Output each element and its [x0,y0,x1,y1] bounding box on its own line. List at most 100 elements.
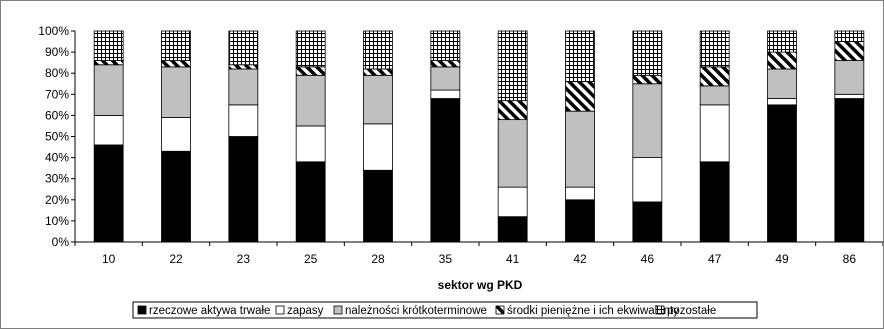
legend-swatch [495,305,505,315]
bar-segment-23-5 [228,30,259,66]
bar-segment-28-2 [363,123,393,171]
y-tick-label: 30% [45,172,69,186]
bar-segment-49-1 [767,104,797,243]
bar-segment-23-2 [228,104,259,137]
bar-segment-22-1 [161,150,191,243]
legend-label: należności krótkoterminowe [345,305,487,317]
bar-segment-22-2 [161,117,191,152]
x-tick-label: 22 [169,252,183,266]
y-tick-label: 80% [45,66,69,80]
bar-segment-41-3 [497,119,528,188]
bar-segment-10-2 [93,115,124,146]
bar-segment-10-1 [93,144,124,243]
bar-segment-49-2 [767,98,797,106]
bar-segment-46-5 [632,30,663,76]
ticks-group: 0% 10% 20% 30% 40% 50% 60% 70% 80% 90% 100% 10 22 23 2… [38,24,856,266]
bar-segment-10-3 [93,64,124,116]
y-tick-label: 0% [52,235,70,249]
bar-segment-42-2 [565,186,595,201]
y-tick-label: 20% [45,193,69,207]
y-tick-label: 40% [45,151,69,165]
x-tick-label: 86 [843,252,857,266]
y-tick-label: 90% [45,45,69,59]
bar-segment-42-1 [565,199,595,243]
y-tick-label: 70% [45,87,69,101]
x-tick-label: 47 [708,252,722,266]
bar-segment-35-3 [430,66,461,91]
bar-segment-47-4 [699,66,730,87]
bar-segment-86-4 [834,41,865,61]
legend-label: zapasy [287,305,324,317]
bar-segment-46-1 [632,201,663,243]
bar-segment-28-4 [363,68,393,76]
bar-segment-46-2 [632,157,663,203]
x-tick-label: 41 [506,252,520,266]
bar-segment-86-5 [834,30,865,42]
x-tick-label: 10 [102,252,116,266]
bar-segment-41-5 [497,30,528,102]
legend-swatch [333,305,343,315]
bar-segment-35-4 [430,60,461,68]
bar-segment-10-5 [93,30,124,61]
legend-box [132,301,758,319]
bar-segment-23-3 [228,68,259,106]
bar-segment-25-3 [295,74,326,127]
bar-segment-35-5 [430,30,461,61]
bar-segment-86-2 [834,93,865,99]
bar-segment-23-4 [228,64,259,70]
legend-label: środki pieniężne i ich ekwiwalenty [507,305,679,317]
x-tick-label: 23 [237,252,251,266]
legend-label: pozostałe [667,305,716,317]
bar-segment-22-3 [161,66,191,118]
bar-segment-47-2 [699,104,730,163]
bar-segment-35-1 [430,98,461,243]
y-tick-label: 100% [38,24,69,38]
axes-group [71,30,883,246]
bar-segment-49-3 [767,68,797,99]
legend-swatch [275,305,285,315]
x-tick-label: 25 [304,252,318,266]
bar-segment-42-4 [565,81,595,112]
x-tick-label: 46 [641,252,655,266]
bar-segment-47-5 [699,30,730,68]
bar-segment-47-1 [699,161,730,243]
x-axis-title: sektor wg PKD [438,278,523,292]
bar-segment-86-1 [834,98,865,243]
bar-segment-42-3 [565,110,595,188]
bar-segment-49-5 [767,30,797,53]
bars-group [93,30,865,243]
x-tick-label: 28 [371,252,385,266]
bar-segment-86-3 [834,60,865,95]
y-tick-label: 10% [45,214,69,228]
bar-segment-22-5 [161,30,191,61]
legend-swatch [137,305,147,315]
bar-segment-25-4 [295,66,326,76]
bar-segment-41-1 [497,216,528,243]
x-tick-label: 49 [775,252,789,266]
bar-segment-41-2 [497,186,528,218]
bar-segment-41-4 [497,100,528,121]
bar-segment-25-5 [295,30,326,68]
bar-segment-46-3 [632,83,663,158]
bar-segment-35-2 [430,89,461,99]
y-tick-label: 60% [45,108,69,122]
bar-segment-28-1 [363,169,393,243]
legend: rzeczowe aktywa trwałe zapasy należności k… [132,301,758,319]
legend-label: rzeczowe aktywa trwałe [149,305,270,317]
bar-segment-49-4 [767,51,797,70]
bar-segment-10-4 [93,60,124,66]
bar-segment-47-3 [699,85,730,106]
bar-segment-42-5 [565,30,595,83]
bar-segment-46-4 [632,74,663,85]
legend-swatch [655,305,665,315]
bar-segment-25-2 [295,125,326,163]
bar-segment-28-5 [363,30,393,70]
bar-segment-25-1 [295,161,326,243]
bar-segment-23-1 [228,136,259,243]
y-tick-label: 50% [45,130,69,144]
bar-segment-22-4 [161,60,191,68]
x-tick-label: 42 [573,252,587,266]
bar-segment-28-3 [363,74,393,125]
